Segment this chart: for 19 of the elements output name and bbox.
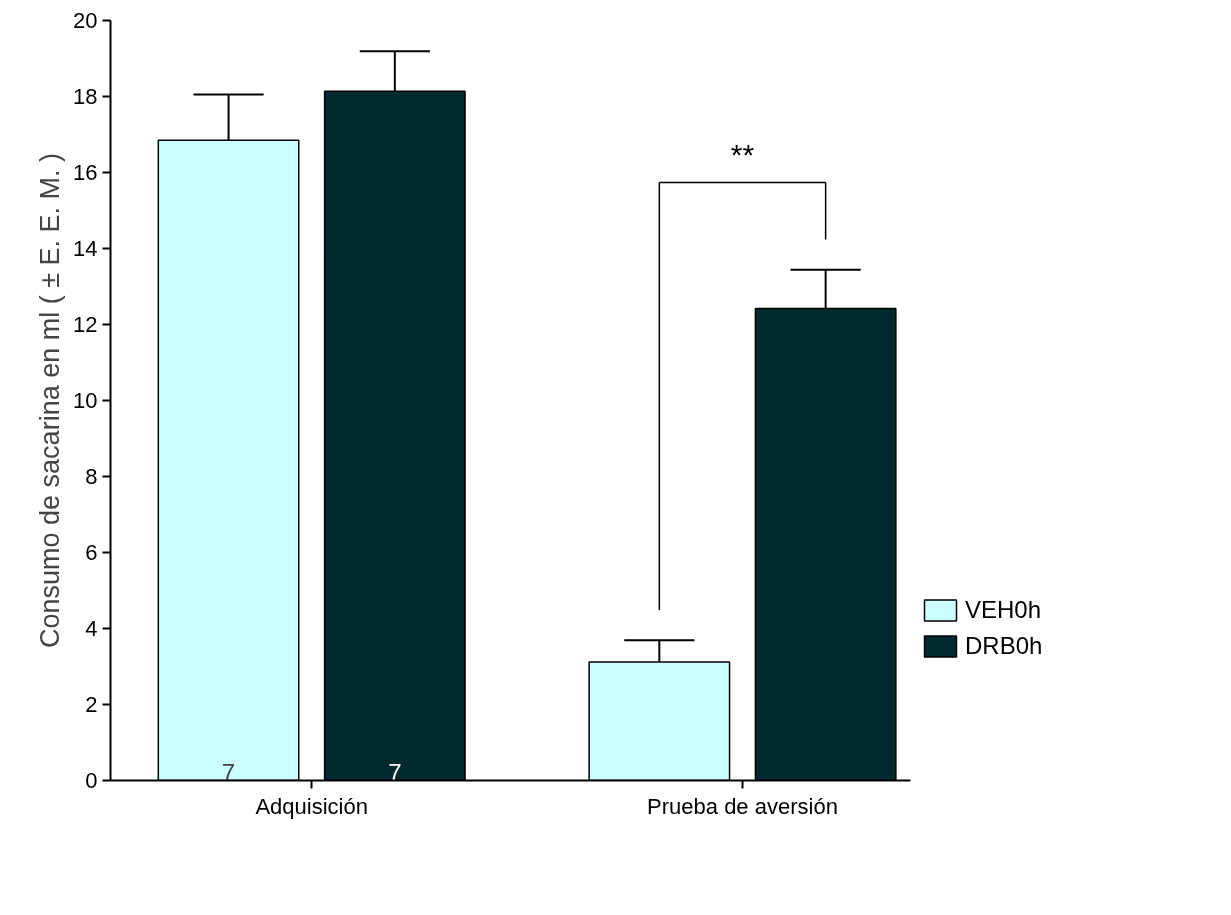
y-tick-label: 16	[73, 160, 98, 185]
y-tick-label: 6	[85, 540, 98, 565]
y-tick-label: 2	[85, 692, 98, 717]
y-tick-label: 8	[85, 464, 98, 489]
y-tick-label: 12	[73, 312, 98, 337]
y-tick-label: 18	[73, 84, 98, 109]
x-tick-label: Adquisición	[255, 793, 368, 819]
legend-label: DRB0h	[965, 632, 1043, 660]
y-tick-label: 14	[73, 236, 98, 261]
y-tick-label: 0	[85, 768, 98, 793]
y-tick-label: 10	[73, 388, 98, 413]
y-tick-label: 4	[85, 616, 98, 641]
annotation: 7	[388, 758, 402, 786]
x-tick-label: Prueba de aversión	[647, 793, 838, 819]
annotation: 7	[221, 758, 236, 786]
y-axis-title: Consumo de sacarina en ml ( ± E. E. M. )	[35, 153, 66, 648]
annotation: **	[730, 137, 755, 171]
y-tick-label: 20	[73, 8, 98, 33]
legend-label: VEH0h	[965, 596, 1042, 624]
